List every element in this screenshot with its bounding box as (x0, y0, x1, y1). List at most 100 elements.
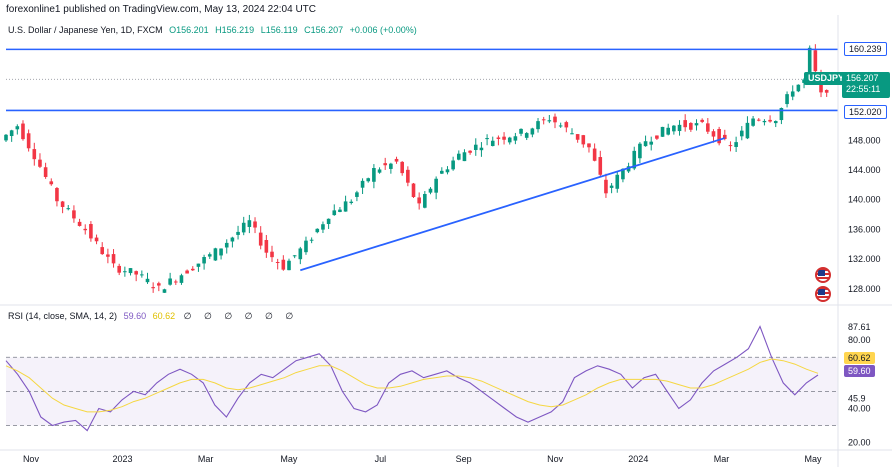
rsi-header: RSI (14, close, SMA, 14, 2) 59.60 60.62 … (8, 311, 298, 322)
countdown: 22:55:11 (846, 84, 881, 94)
candle-body (394, 158, 399, 162)
candle-body (309, 239, 314, 241)
candle-body (270, 251, 274, 258)
candle-body (111, 254, 116, 264)
candle-body (43, 167, 48, 177)
candle-body (66, 208, 71, 210)
candle-body (343, 201, 348, 212)
candle-body (711, 131, 716, 137)
ohlc-close: C156.207 (304, 25, 344, 35)
candle-body (162, 289, 167, 293)
time-tick-label: Sep (456, 454, 472, 464)
candle-body (570, 133, 574, 135)
candle-body (247, 220, 252, 227)
time-tick-label: Nov (547, 454, 564, 464)
last-price: 156.207 (846, 73, 879, 83)
candle-body (672, 125, 676, 132)
candle-body (157, 283, 161, 286)
price-pane[interactable] (4, 44, 840, 293)
candle-body (411, 183, 416, 198)
candle-body (219, 248, 223, 256)
price-tick-label: 128.000 (848, 284, 881, 294)
candle-body (796, 84, 801, 92)
candle-body (423, 193, 427, 208)
candle-body (151, 287, 155, 289)
candle-body (4, 134, 8, 141)
candle-body (581, 135, 586, 145)
candle-body (77, 221, 82, 226)
candle-body (326, 218, 331, 225)
candle-body (304, 240, 308, 253)
candle-body (236, 231, 240, 235)
candle-body (360, 180, 365, 188)
rsi-tick-label: 87.61 (848, 322, 871, 332)
candle-body (332, 210, 337, 216)
candle-body (145, 278, 150, 283)
us-flag-event-icon[interactable] (815, 267, 831, 283)
candle-body (355, 192, 359, 197)
us-flag-event-icon-2[interactable] (815, 286, 831, 302)
time-tick-label: May (280, 454, 298, 464)
candle-body (666, 127, 671, 135)
candle-body (553, 116, 557, 123)
candle-body (445, 169, 450, 173)
candle-body (683, 120, 687, 128)
candle-body (649, 141, 654, 145)
candle-body (106, 254, 110, 257)
candle-body (207, 254, 212, 257)
candle-body (638, 143, 642, 159)
candle-body (94, 237, 99, 242)
candle-body (140, 274, 144, 276)
candle-body (383, 163, 388, 166)
candle-body (338, 209, 342, 212)
last-price-tag: 156.207 22:55:11 (842, 72, 890, 98)
rsi-value-tag: 59.60 (844, 365, 875, 377)
candle-body (400, 161, 404, 174)
candle-body (49, 181, 54, 185)
candle-body (89, 224, 93, 239)
rsi-title[interactable]: RSI (14, close, SMA, 14, 2) (8, 311, 118, 321)
candle-body (72, 210, 76, 219)
candle-body (377, 169, 382, 173)
sma-line (5, 358, 819, 413)
symbol-header: U.S. Dollar / Japanese Yen, 1D, FXCM O15… (8, 25, 417, 35)
candle-body (762, 120, 767, 123)
candle-body (807, 47, 812, 79)
candle-body (417, 197, 421, 204)
candle-body (728, 145, 733, 147)
candle-body (275, 261, 280, 263)
candle-body (456, 153, 461, 160)
candle-body (541, 119, 546, 121)
symbol-title[interactable]: U.S. Dollar / Japanese Yen, 1D, FXCM (8, 25, 163, 35)
rsi-line (5, 325, 819, 432)
candle-body (660, 126, 665, 137)
candle-body (604, 179, 608, 194)
rsi-tick-label: 45.9 (848, 393, 866, 403)
rsi-sma-tag: 60.62 (844, 352, 875, 364)
candle-body (38, 159, 42, 167)
ohlc-low: L156.119 (260, 25, 298, 35)
candle-body (768, 119, 772, 122)
candle-body (349, 201, 354, 203)
candle-body (173, 281, 178, 283)
candle-body (292, 255, 297, 257)
candle-body (55, 188, 59, 202)
candle-body (213, 248, 218, 261)
candle-body (440, 170, 444, 174)
rsi-pane[interactable] (5, 325, 838, 432)
resistance-price-tag: 160.239 (844, 42, 887, 56)
rsi-tick-label: 40.00 (848, 403, 871, 413)
candle-body (524, 133, 529, 138)
candle-body (281, 259, 286, 270)
time-tick-label: Mar (198, 454, 214, 464)
ohlc-change: +0.006 (+0.00%) (349, 25, 417, 35)
candle-body (575, 134, 580, 140)
candle-body (756, 119, 761, 121)
publisher-line: forexonline1 published on TradingView.co… (6, 4, 317, 15)
rsi-value: 59.60 (123, 311, 147, 321)
candle-body (321, 224, 325, 230)
ohlc-open: O156.201 (169, 25, 209, 35)
candle-body (434, 178, 438, 193)
candle-body (706, 123, 710, 132)
